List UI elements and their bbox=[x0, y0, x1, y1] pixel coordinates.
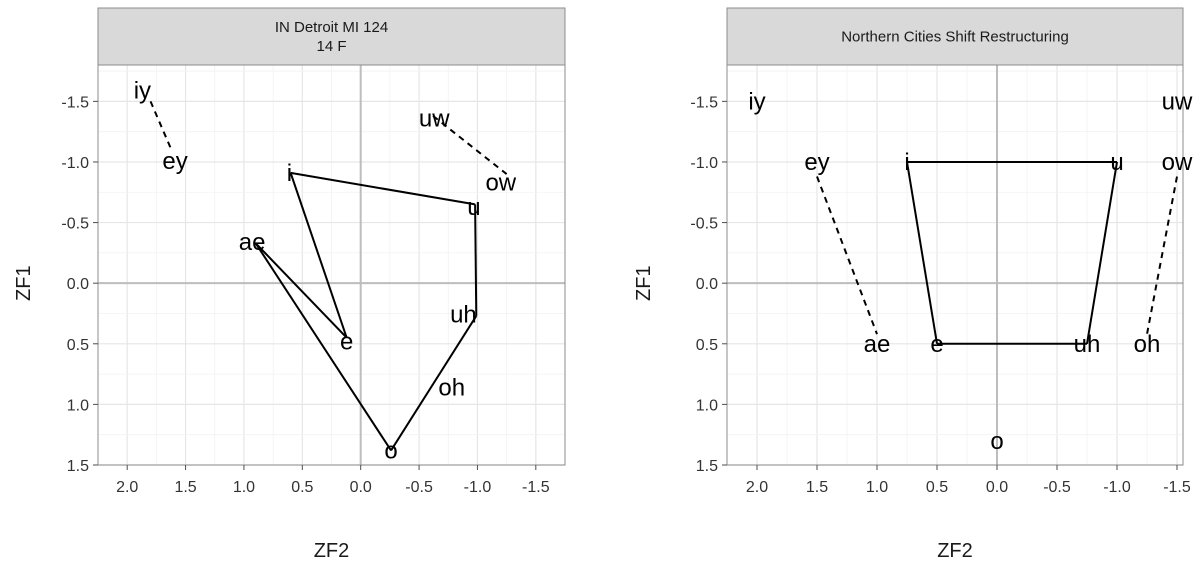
vowel-label-oh: oh bbox=[1134, 331, 1161, 358]
facet-strip bbox=[726, 7, 1184, 66]
vowel-label-uw: uw bbox=[1162, 88, 1193, 115]
y-axis-title: ZF1 bbox=[633, 265, 655, 301]
solid-segment bbox=[906, 161, 938, 344]
x-tick-label: 0.0 bbox=[350, 479, 372, 496]
x-tick-label: 1.0 bbox=[866, 479, 888, 496]
vowel-label-iy: iy bbox=[134, 77, 151, 104]
x-tick-label: 0.5 bbox=[291, 479, 313, 496]
facet-strip bbox=[97, 7, 566, 66]
y-tick-label: 0.5 bbox=[696, 337, 718, 354]
facet-title-line: 14 F bbox=[316, 38, 346, 55]
dashed-segment bbox=[149, 100, 172, 148]
vowel-label-uh: uh bbox=[450, 302, 477, 329]
solid-segment bbox=[474, 204, 478, 316]
y-tick-label: -0.5 bbox=[690, 216, 718, 233]
x-tick-label: 2.0 bbox=[116, 479, 138, 496]
vowel-label-u: u bbox=[467, 194, 480, 221]
y-tick-label: -1.5 bbox=[690, 94, 718, 111]
vowel-label-iy: iy bbox=[748, 88, 765, 115]
x-tick-label: -1.0 bbox=[1103, 479, 1131, 496]
x-tick-label: 1.5 bbox=[174, 479, 196, 496]
vowel-label-ow: ow bbox=[485, 170, 516, 197]
plot-border bbox=[97, 64, 566, 466]
x-axis-title: ZF2 bbox=[937, 540, 973, 562]
y-tick-label: 1.5 bbox=[67, 458, 89, 475]
x-axis-title: ZF2 bbox=[314, 540, 350, 562]
plot-border bbox=[726, 64, 1184, 466]
x-tick-label: 0.0 bbox=[986, 479, 1008, 496]
x-tick-label: 1.0 bbox=[233, 479, 255, 496]
vowel-label-o: o bbox=[990, 428, 1003, 455]
vowel-label-e: e bbox=[340, 328, 353, 355]
y-tick-label: -1.0 bbox=[61, 155, 89, 172]
y-tick-label: -1.5 bbox=[61, 94, 89, 111]
vowel-plot-detroit: IN Detroit MI 124 14 F iy ey i uw owu ae uh e oh o 2… bbox=[13, 7, 566, 562]
vowel-label-uw: uw bbox=[419, 105, 450, 132]
plot-panel bbox=[727, 65, 1183, 465]
vowel-label-o: o bbox=[384, 437, 397, 464]
solid-segment bbox=[390, 315, 478, 451]
y-tick-label: 0.0 bbox=[67, 276, 89, 293]
vowel-label-oh: oh bbox=[438, 374, 465, 401]
dashed-segment bbox=[1146, 176, 1178, 335]
x-tick-label: -0.5 bbox=[1043, 479, 1071, 496]
vowel-label-u: u bbox=[1110, 149, 1123, 176]
x-tick-label: -1.0 bbox=[464, 479, 492, 496]
y-tick-label: 1.0 bbox=[67, 397, 89, 414]
x-tick-label: -1.5 bbox=[522, 479, 550, 496]
solid-segment bbox=[1086, 161, 1118, 344]
x-tick-label: -0.5 bbox=[405, 479, 433, 496]
solid-segment bbox=[289, 172, 348, 339]
vowel-label-ae: ae bbox=[864, 331, 891, 358]
y-tick-label: 0.0 bbox=[696, 276, 718, 293]
y-tick-label: -0.5 bbox=[61, 216, 89, 233]
y-tick-label: 0.5 bbox=[67, 337, 89, 354]
x-tick-label: -1.5 bbox=[1163, 479, 1191, 496]
x-tick-label: 1.5 bbox=[806, 479, 828, 496]
vowel-label-ey: ey bbox=[162, 148, 187, 175]
vowel-label-ae: ae bbox=[239, 229, 266, 256]
vowel-label-uh: uh bbox=[1074, 331, 1101, 358]
facet-title-line: IN Detroit MI 124 bbox=[275, 19, 388, 36]
solid-segment bbox=[254, 242, 348, 339]
vowel-plot-ncs-restructuring: Northern Cities Shift Restructuring iy uw e… bbox=[633, 7, 1193, 562]
y-axis-title: ZF1 bbox=[13, 265, 35, 301]
vowel-label-ow: ow bbox=[1162, 149, 1193, 176]
vowel-label-i: i bbox=[287, 160, 292, 187]
x-tick-label: 2.0 bbox=[746, 479, 768, 496]
dashed-segment bbox=[432, 115, 508, 175]
vowel-label-ey: ey bbox=[804, 149, 829, 176]
y-tick-label: 1.5 bbox=[696, 458, 718, 475]
x-tick-label: 0.5 bbox=[926, 479, 948, 496]
solid-segment bbox=[290, 171, 476, 206]
vowel-label-i: i bbox=[904, 149, 909, 176]
y-tick-label: 1.0 bbox=[696, 397, 718, 414]
facet-title-line: Northern Cities Shift Restructuring bbox=[841, 29, 1069, 46]
y-tick-label: -1.0 bbox=[690, 155, 718, 172]
vowel-label-e: e bbox=[930, 331, 943, 358]
solid-segment bbox=[254, 242, 392, 452]
